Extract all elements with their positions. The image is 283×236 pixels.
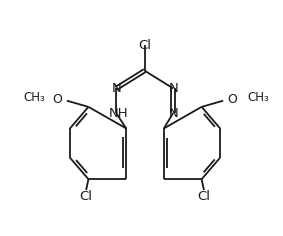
Text: NH: NH [109,106,128,119]
Text: N: N [168,106,178,119]
Text: CH₃: CH₃ [23,91,45,104]
Text: O: O [53,93,63,106]
Text: Cl: Cl [198,190,211,203]
Text: Cl: Cl [80,190,93,203]
Text: CH₃: CH₃ [248,91,270,104]
Text: O: O [228,93,237,106]
Text: N: N [111,82,121,95]
Text: N: N [168,82,178,95]
Text: Cl: Cl [138,39,151,52]
